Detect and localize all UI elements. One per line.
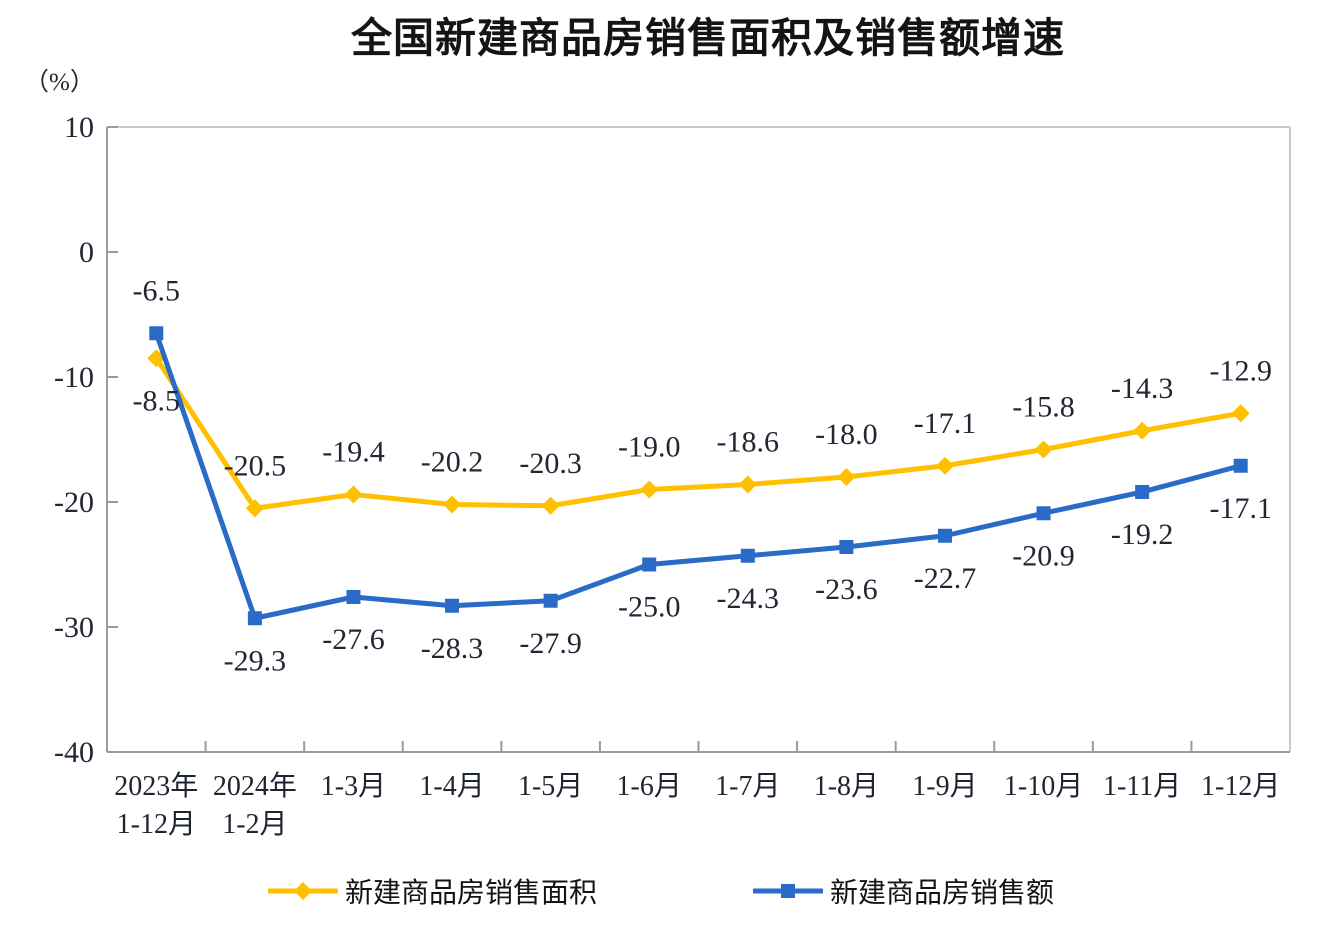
sales-amount-data-label: -28.3 — [421, 632, 484, 665]
sales-area-point-marker — [1231, 404, 1250, 423]
sales-area-point-marker — [541, 496, 560, 515]
chart-legend: 新建商品房销售面积 新建商品房销售额 — [0, 868, 1342, 914]
sales-amount-point-marker — [346, 590, 361, 604]
x-tick-label: 1-12月 — [1201, 771, 1280, 802]
chart-title: 全国新建商品房销售面积及销售额增速 — [351, 14, 1065, 62]
sales-area-data-label: -18.6 — [717, 426, 780, 459]
sales-amount-point-marker — [642, 557, 657, 572]
sales-area-legend-glyph — [268, 882, 338, 900]
y-tick-label: -10 — [54, 361, 94, 394]
sales-area-data-label: -12.9 — [1209, 354, 1272, 387]
legend-label-sales-area: 新建商品房销售面积 — [345, 878, 598, 909]
sales-amount-data-label: -6.5 — [133, 274, 181, 307]
x-tick-label: 1-10月 — [1004, 771, 1083, 802]
legend-label-sales-amount: 新建商品房销售额 — [830, 878, 1055, 909]
x-tick-label: 1-8月 — [814, 771, 879, 802]
y-tick-label: -40 — [54, 736, 94, 769]
sales-area-data-label: -20.2 — [421, 446, 484, 479]
x-tick-label: 1-9月 — [912, 771, 977, 802]
x-tick-label: 2023年 — [114, 770, 198, 802]
sales-area-data-label: -19.4 — [322, 436, 385, 469]
x-tick-label: 1-6月 — [617, 771, 682, 802]
sales-area-point-marker — [443, 495, 462, 514]
x-tick-label: 2024年 — [213, 770, 297, 802]
sales-amount-data-label: -20.9 — [1012, 539, 1075, 572]
sales-area-point-marker — [935, 456, 954, 475]
sales-area-data-label: -15.8 — [1012, 391, 1075, 424]
x-tick-label: 1-3月 — [321, 771, 386, 802]
sales-amount-point-marker — [1135, 485, 1150, 499]
sales-amount-point-marker — [1233, 458, 1248, 473]
x-tick-label: 1-12月 — [117, 809, 196, 840]
x-tick-label: 1-11月 — [1103, 771, 1181, 802]
sales-area-point-marker — [245, 499, 264, 518]
sales-area-data-label: -17.1 — [914, 407, 977, 440]
sales-area-point-marker — [344, 485, 363, 504]
sales-amount-data-label: -25.0 — [618, 591, 681, 624]
sales-amount-point-marker — [247, 611, 262, 626]
sales-amount-point-marker — [740, 548, 755, 563]
sales-area-point-marker — [1133, 421, 1152, 440]
sales-area-line — [153, 355, 1244, 511]
sales-amount-point-marker — [1036, 506, 1051, 521]
sales-amount-point-marker — [445, 598, 460, 613]
sales-area-data-label: -20.5 — [224, 449, 287, 482]
legend-item-sales-amount: 新建商品房销售额 — [753, 868, 1054, 914]
sales-area-point-marker — [738, 475, 757, 494]
sales-amount-legend-glyph — [753, 884, 823, 898]
y-axis-unit-label: （%） — [24, 69, 95, 96]
sales-amount-data-label: -23.6 — [815, 573, 878, 606]
sales-amount-data-label: -27.6 — [322, 623, 385, 656]
y-tick-label: -20 — [54, 486, 94, 519]
sales-area-point-marker — [640, 480, 659, 499]
x-tick-label: 1-5月 — [518, 771, 583, 802]
sales-area-point-marker — [1034, 440, 1053, 459]
sales-area-data-label: -19.0 — [618, 431, 681, 464]
sales-area-data-label: -8.5 — [133, 384, 181, 417]
sales-amount-point-marker — [149, 326, 164, 341]
sales-amount-data-label: -22.7 — [914, 562, 977, 595]
sales-amount-point-marker — [937, 528, 952, 543]
sales-amount-point-marker — [543, 593, 558, 608]
y-tick-label: 10 — [64, 111, 94, 144]
sales-amount-data-label: -27.9 — [519, 627, 582, 660]
sales-amount-point-marker — [839, 540, 854, 554]
sales-area-data-label: -18.0 — [815, 418, 878, 451]
y-tick-label: -30 — [54, 611, 94, 644]
sales-area-series-icon — [268, 880, 338, 902]
sales-amount-data-label: -17.1 — [1209, 492, 1272, 525]
x-tick-label: 1-7月 — [715, 771, 780, 802]
sales-amount-data-label: -24.3 — [717, 582, 780, 615]
legend-item-sales-area: 新建商品房销售面积 — [268, 868, 597, 914]
sales-amount-data-label: -29.3 — [224, 644, 287, 677]
y-tick-label: 0 — [79, 236, 94, 269]
sales-area-data-label: -14.3 — [1111, 372, 1174, 405]
sales-amount-data-label: -19.2 — [1111, 518, 1174, 551]
x-tick-label: 1-4月 — [419, 771, 484, 802]
sales-amount-line — [153, 330, 1244, 621]
sales-area-point-marker — [837, 468, 856, 486]
sales-amount-series-icon — [753, 880, 823, 902]
sales-area-data-label: -20.3 — [519, 447, 582, 480]
x-tick-label: 1-2月 — [222, 809, 287, 840]
